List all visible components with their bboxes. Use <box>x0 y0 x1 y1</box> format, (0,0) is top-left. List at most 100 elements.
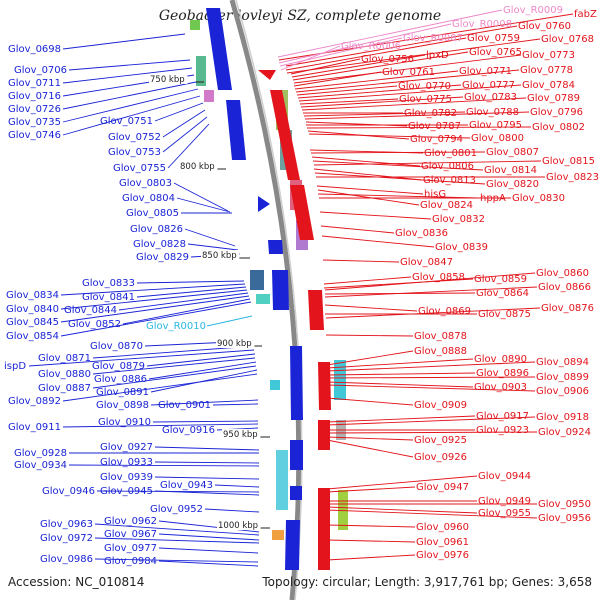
leader-line <box>60 301 252 337</box>
leader-line <box>321 235 435 248</box>
gene-label: Glov_0768 <box>541 34 594 45</box>
gene-label: Glov_0909 <box>414 400 467 411</box>
gene-label: Glov_0916 <box>162 425 215 436</box>
cog-strip <box>270 380 280 390</box>
leader-line <box>154 102 204 122</box>
gene-label: Glov_0801 <box>424 148 477 159</box>
leader-line <box>326 416 536 426</box>
gene-label: Glov_0891 <box>96 387 149 398</box>
leader-line <box>162 109 206 138</box>
plus-gene-block <box>308 290 324 330</box>
leader-line <box>148 361 257 380</box>
leader-line <box>92 357 256 375</box>
gene-label: Glov_0886 <box>94 374 147 385</box>
gene-label: Glov_0917 <box>476 411 529 422</box>
leader-line <box>290 58 361 75</box>
gene-label: Glov_0795 <box>469 120 522 131</box>
leader-line <box>323 276 412 285</box>
gene-label: Glov_0943 <box>160 480 213 491</box>
leader-line <box>326 436 414 441</box>
leader-line <box>158 520 260 533</box>
gene-label: Glov_0765 <box>469 47 522 58</box>
plus-gene-block <box>318 362 331 410</box>
leader-line <box>68 464 260 467</box>
cog-strip <box>204 90 214 102</box>
gene-label: Glov_0944 <box>478 471 531 482</box>
gene-label: hppA <box>480 193 506 204</box>
gene-label: Glov_0794 <box>410 134 463 145</box>
leader-line <box>184 228 236 247</box>
gene-label: Glov_0847 <box>400 257 453 268</box>
tick-labels: 750 kbp 800 kbp 850 kbp 900 kbp 950 kbp 1000 … <box>149 74 261 531</box>
leader-line <box>60 283 246 296</box>
gene-label: Glov_0859 <box>474 274 527 285</box>
leader-line <box>285 25 518 67</box>
gene-label: Glov_0711 <box>8 78 61 89</box>
leader-line <box>326 554 416 561</box>
leader-line <box>136 286 247 298</box>
gene-label: Glov_0888 <box>414 346 467 357</box>
tick-label: 950 kbp <box>223 430 258 440</box>
gene-label: Glov_0752 <box>108 132 161 143</box>
gene-label: Glov_0949 <box>478 496 531 507</box>
gene-label: Glov_0939 <box>100 472 153 483</box>
gene-label: Glov_0823 <box>546 172 599 183</box>
gene-label: Glov_0967 <box>104 529 157 540</box>
leader-line <box>62 88 199 123</box>
leader-line <box>313 168 423 181</box>
plus-gene-block <box>290 185 314 240</box>
leader-line <box>306 126 532 129</box>
leader-line <box>278 23 452 64</box>
leader-line <box>326 506 478 514</box>
gene-label: Glov_0961 <box>416 537 469 548</box>
leader-line <box>167 123 210 169</box>
gene-label: Glov_0840 <box>6 304 59 315</box>
gene-label: Glov_0986 <box>40 554 93 565</box>
leader-line <box>323 278 474 289</box>
gene-label: Glov_0945 <box>100 486 153 497</box>
gene-label: Glov_0771 <box>459 66 512 77</box>
gene-label: Glov_0976 <box>416 550 469 561</box>
minus-gene-block <box>290 440 303 470</box>
gene-label: Glov_0871 <box>38 353 91 364</box>
leader-line <box>326 397 414 406</box>
leader-line <box>326 376 536 379</box>
minus-strand-track <box>206 8 303 570</box>
gene-label: fabZ <box>574 9 597 20</box>
gene-label: Glov_0755 <box>113 163 166 174</box>
gene-label: Glov_0896 <box>476 368 529 379</box>
leader-line <box>296 85 398 96</box>
gene-label: Glov_0875 <box>478 309 531 320</box>
leader-line <box>150 399 259 406</box>
gene-label: Glov_0890 <box>474 354 527 365</box>
gene-label: Glov_0894 <box>536 357 589 368</box>
gene-label: Glov_0960 <box>416 522 469 533</box>
gene-label: Glov_0901 <box>158 400 211 411</box>
gene-label: Glov_0946 <box>42 486 95 497</box>
leader-line <box>94 537 260 544</box>
gene-label: Glov_R0007 <box>403 33 463 44</box>
gene-label: Glov_0854 <box>6 331 59 342</box>
leader-line <box>152 420 259 423</box>
leader-line <box>326 486 416 493</box>
leader-line <box>293 54 522 84</box>
leader-line <box>62 95 201 136</box>
cog-strip <box>334 360 346 400</box>
leader-line <box>279 37 403 67</box>
leader-line <box>326 358 474 369</box>
gene-label: Glov_0836 <box>395 228 448 239</box>
gene-label: Glov_0698 <box>8 44 61 55</box>
leader-line <box>326 431 538 434</box>
leader-line <box>94 523 260 536</box>
tick-label-bg <box>149 74 188 84</box>
leader-line <box>60 295 250 323</box>
leader-line <box>92 365 257 389</box>
gene-label: Glov_0962 <box>104 516 157 527</box>
minus-gene-block <box>226 100 246 160</box>
gene-label: Glov_0759 <box>467 33 520 44</box>
leader-line <box>324 304 418 312</box>
leader-line <box>304 111 530 120</box>
leader-line <box>326 381 474 388</box>
gene-label: Glov_0892 <box>8 396 61 407</box>
tick-label: 900 kbp <box>217 339 252 349</box>
